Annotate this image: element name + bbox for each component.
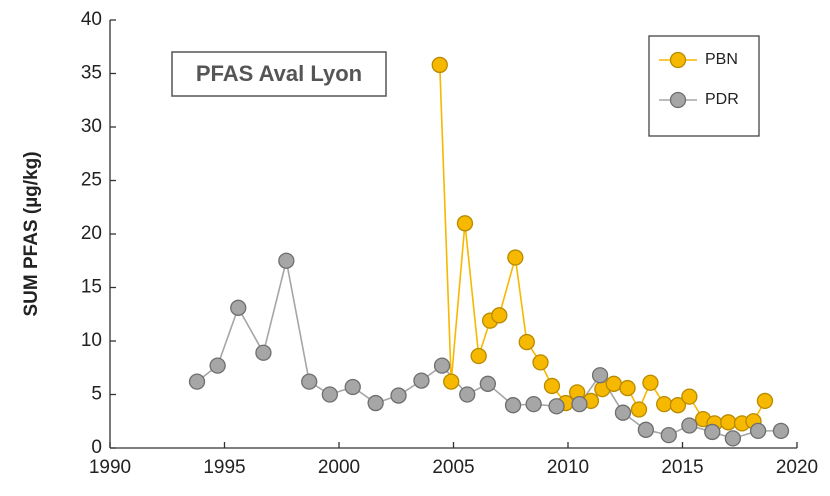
point [209,357,226,374]
point [504,397,522,414]
point [479,375,497,392]
legend-box [648,35,760,137]
point [321,386,338,403]
point [720,414,737,431]
point [278,252,295,269]
point [548,398,565,415]
x-tick-label: 1990 [89,457,131,478]
point [571,395,588,413]
point [637,421,655,438]
y-tick-label: 5 [91,384,102,405]
legend-marker [669,91,687,109]
x-tick-label: 2020 [776,457,818,478]
point [413,372,430,389]
x-tick-label: 1995 [203,457,245,478]
legend-label: PBN [705,51,738,68]
x-tick-label: 2010 [547,457,589,478]
point [642,374,659,391]
point [255,344,272,361]
point [230,299,247,316]
y-tick-label: 25 [81,170,102,191]
y-tick-label: 0 [91,437,102,458]
point [630,401,648,418]
point [433,357,451,374]
point [367,394,384,412]
point [619,379,636,397]
point [390,387,407,404]
point [301,373,318,390]
legend-label: PDR [705,91,739,108]
legend-marker [669,51,687,69]
x-tick-label: 2005 [432,457,474,478]
point [188,373,206,390]
y-tick-label: 30 [81,116,102,137]
x-tick-label: 2000 [318,457,360,478]
point [456,215,474,232]
point [525,395,542,413]
point [656,395,673,413]
point [660,427,677,444]
y-tick-label: 40 [81,9,102,30]
point [756,392,774,410]
x-tick-label: 2015 [661,457,703,478]
point [491,307,508,324]
point [772,422,790,440]
y-tick-label: 20 [81,223,102,244]
series-line [196,260,781,440]
y-axis-label: SUM PFAS (µg/kg) [21,151,42,316]
point [681,417,698,434]
point [431,56,448,74]
point [724,430,742,447]
point [749,422,767,440]
point [704,423,721,441]
y-tick-label: 10 [81,330,102,351]
point [459,386,476,403]
annotation-box [171,51,387,97]
point [669,397,687,414]
point [543,377,561,395]
point [344,378,361,396]
point [518,333,535,351]
point [507,249,524,266]
y-tick-label: 35 [81,63,102,84]
point [532,354,549,371]
annotation: PFAS Aval Lyon [196,61,362,86]
y-tick-label: 15 [81,277,102,298]
point [470,347,487,365]
point [681,388,698,405]
point [614,404,632,421]
point [443,373,460,390]
point [605,375,622,392]
point [591,367,609,384]
